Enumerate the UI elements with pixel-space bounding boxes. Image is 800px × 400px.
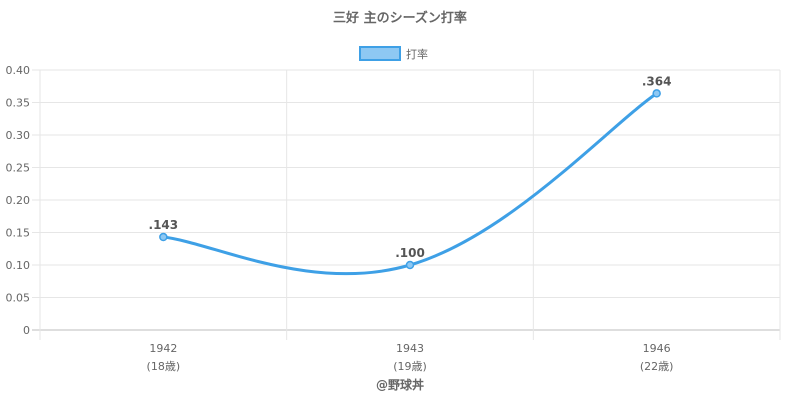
data-label: .143	[149, 218, 179, 232]
y-tick-label: 0.40	[6, 64, 31, 77]
y-tick-label: 0.35	[6, 97, 31, 110]
y-tick-label: 0.05	[6, 292, 31, 305]
data-point[interactable]	[652, 89, 661, 98]
data-label: .100	[395, 246, 425, 260]
chart-title: 三好 主のシーズン打率	[333, 10, 467, 26]
data-label: .364	[642, 74, 672, 88]
x-tick-sublabel: (18歳)	[147, 360, 181, 373]
legend-label: 打率	[406, 47, 428, 61]
y-tick-label: 0.25	[6, 162, 31, 175]
data-point[interactable]	[159, 232, 168, 242]
y-tick-label: 0	[23, 324, 30, 337]
footer-credit: @野球丼	[376, 377, 424, 392]
x-tick-label: 1942	[149, 342, 177, 355]
y-tick-label: 0.15	[6, 227, 31, 240]
y-tick-label: 0.10	[6, 259, 31, 272]
x-tick-label: 1943	[396, 342, 424, 355]
x-tick-sublabel: (19歳)	[393, 360, 427, 373]
legend-swatch	[359, 46, 401, 61]
legend[interactable]: 打率	[359, 46, 428, 61]
x-tick-sublabel: (22歳)	[640, 360, 674, 373]
x-tick-label: 1946	[643, 342, 671, 355]
y-tick-label: 0.20	[6, 194, 31, 207]
y-tick-label: 0.30	[6, 129, 31, 142]
data-point[interactable]	[405, 260, 415, 270]
